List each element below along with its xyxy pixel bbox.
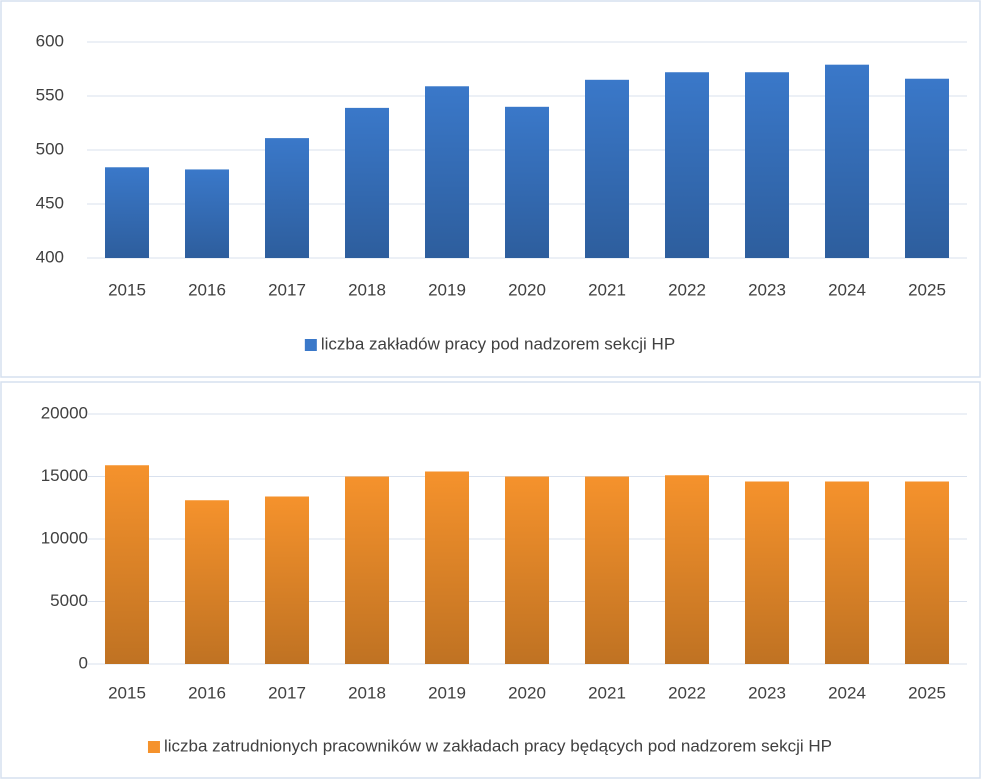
legend-swatch — [304, 339, 317, 351]
x-tick-label: 2023 — [748, 683, 786, 702]
x-tick-label: 2021 — [588, 280, 626, 299]
bar-shade — [745, 72, 789, 259]
chart-panel — [0, 381, 981, 779]
y-tick-label: 20000 — [41, 403, 88, 422]
bar-shade — [105, 167, 149, 258]
x-tick-label: 2020 — [508, 683, 546, 702]
y-tick-label: 0 — [79, 653, 88, 672]
chart-panel — [0, 0, 981, 378]
bar-shade — [505, 106, 549, 258]
x-tick-label: 2024 — [828, 683, 866, 702]
bar-shade — [585, 79, 629, 258]
x-tick-label: 2015 — [108, 280, 146, 299]
x-tick-label: 2018 — [348, 683, 386, 702]
legend-label: liczba zatrudnionych pracowników w zakła… — [164, 736, 832, 755]
y-tick-label: 400 — [36, 247, 64, 266]
bar-shade — [185, 500, 229, 664]
x-tick-label: 2025 — [908, 280, 946, 299]
bar-shade — [425, 86, 469, 258]
x-tick-label: 2016 — [188, 683, 226, 702]
x-tick-label: 2024 — [828, 280, 866, 299]
x-tick-label: 2017 — [268, 683, 306, 702]
bar-shade — [505, 476, 549, 664]
bar-shade — [185, 169, 229, 258]
x-tick-label: 2020 — [508, 280, 546, 299]
y-tick-label: 600 — [36, 31, 64, 50]
y-tick-label: 5000 — [50, 591, 88, 610]
x-tick-label: 2022 — [668, 683, 706, 702]
y-tick-label: 15000 — [41, 466, 88, 485]
bar-shade — [745, 481, 789, 664]
bar-shade — [665, 72, 709, 259]
y-tick-label: 10000 — [41, 528, 88, 547]
bar-shade — [265, 496, 309, 664]
x-tick-label: 2017 — [268, 280, 306, 299]
bar-shade — [265, 138, 309, 258]
x-tick-label: 2018 — [348, 280, 386, 299]
x-tick-label: 2016 — [188, 280, 226, 299]
legend-swatch — [147, 741, 160, 753]
bar-shade — [585, 476, 629, 664]
x-tick-label: 2015 — [108, 683, 146, 702]
bar-shade — [905, 481, 949, 664]
x-tick-label: 2021 — [588, 683, 626, 702]
x-tick-label: 2019 — [428, 683, 466, 702]
x-tick-label: 2025 — [908, 683, 946, 702]
x-tick-label: 2022 — [668, 280, 706, 299]
bar-shade — [825, 64, 869, 259]
bar-shade — [425, 471, 469, 664]
bar-shade — [345, 476, 389, 664]
bar-shade — [665, 475, 709, 664]
bar-shade — [345, 107, 389, 258]
y-tick-label: 450 — [36, 193, 64, 212]
legend-label: liczba zakładów pracy pod nadzorem sekcj… — [321, 334, 675, 353]
bar-shade — [905, 78, 949, 258]
bar-shade — [105, 465, 149, 664]
bar-shade — [825, 481, 869, 664]
x-tick-label: 2023 — [748, 280, 786, 299]
x-tick-label: 2019 — [428, 280, 466, 299]
y-tick-label: 500 — [36, 139, 64, 158]
y-tick-label: 550 — [36, 85, 64, 104]
